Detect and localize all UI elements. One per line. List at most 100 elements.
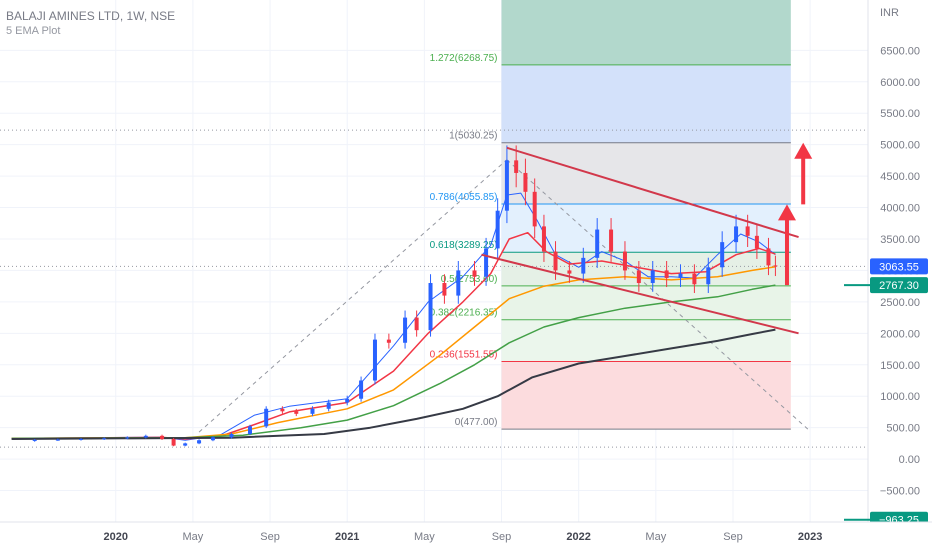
fib-zone <box>501 64 791 143</box>
fib-level-label: 0.5(2753.60) <box>441 274 498 285</box>
dashed-trend-line <box>198 159 508 433</box>
candle-body <box>636 270 641 284</box>
candles <box>32 145 778 447</box>
candle-body <box>766 248 771 266</box>
ema-line <box>11 328 776 440</box>
arrow-head <box>794 142 813 159</box>
candle-body <box>55 439 60 441</box>
candle-body <box>581 257 586 274</box>
price-axis-tick-label: 0.00 <box>899 454 920 466</box>
time-axis-tick-label: 2023 <box>798 531 822 543</box>
symbol-title[interactable]: BALAJI AMINES LTD, 1W, NSE <box>6 9 176 23</box>
candle-body <box>143 435 148 438</box>
indicator-name[interactable]: 5 EMA Plot <box>6 25 61 37</box>
time-axis-tick-label: Sep <box>260 531 280 543</box>
dashed-trend-line <box>506 159 809 430</box>
grid-lines <box>0 0 868 522</box>
ema-line <box>11 284 776 440</box>
candle-body <box>403 317 408 343</box>
candle-body <box>125 437 130 439</box>
price-axis-tick-label: 6500.00 <box>880 45 920 57</box>
candle-body <box>553 251 558 271</box>
price-axis-unit: INR <box>880 7 899 19</box>
price-axis-tick-label: 6000.00 <box>880 77 920 89</box>
fibonacci-retracement: 1.272(6268.75)1(5030.25)0.786(4055.85)0.… <box>430 0 791 430</box>
candle-body <box>706 267 711 285</box>
candle-body <box>428 283 433 331</box>
price-axis-tick-label: 5000.00 <box>880 140 920 152</box>
arrow-head <box>777 204 796 221</box>
candle-body <box>345 398 350 403</box>
time-axis-tick-label: 2020 <box>103 531 127 543</box>
candle-body <box>372 339 377 381</box>
candle-body <box>523 172 528 192</box>
time-axis-tick-label: 2022 <box>566 531 590 543</box>
fib-zone <box>501 142 791 205</box>
candle-body <box>280 408 285 412</box>
price-axis-tick-label: 3500.00 <box>880 234 920 246</box>
candle-body <box>183 443 188 446</box>
channel-trendlines <box>481 146 799 335</box>
time-axis-tick-label: May <box>182 531 203 543</box>
candle-body <box>734 226 739 243</box>
candle-body <box>102 438 107 440</box>
candle-body <box>595 229 600 258</box>
candle-body <box>484 248 489 277</box>
price-axis-tick-label: 1000.00 <box>880 391 920 403</box>
price-axis-tick-label: 4500.00 <box>880 171 920 183</box>
time-axis-tick-label: Sep <box>492 531 512 543</box>
price-label-badge <box>870 277 928 294</box>
trendline <box>506 146 799 239</box>
time-axis: 2020 May Sep 2021 May Sep 2022 May Sep 2023 <box>0 521 932 550</box>
price-axis-tick-label: 2000.00 <box>880 328 920 340</box>
candle-body <box>567 270 572 274</box>
candle-body <box>773 265 778 267</box>
price-axis-tick-label: 1500.00 <box>880 360 920 372</box>
candle-body <box>171 438 176 446</box>
guide-lines <box>0 129 868 448</box>
fib-zone <box>501 361 791 430</box>
candle-body <box>294 411 299 414</box>
candle-body <box>678 273 683 278</box>
candle-body <box>504 160 509 211</box>
candle-body <box>414 317 419 331</box>
candle-body <box>664 270 669 278</box>
price-label-badge <box>870 258 928 275</box>
fib-level-label: 0.382(2216.35) <box>430 308 498 319</box>
time-axis-tick-label: May <box>414 531 435 543</box>
time-axis-tick-label: May <box>645 531 666 543</box>
candle-body <box>720 242 725 268</box>
candle-body <box>754 235 759 249</box>
fib-level-label: 1(5030.25) <box>449 131 497 142</box>
candle-body <box>264 408 269 427</box>
candle-body <box>514 160 519 173</box>
price-axis-tick-label: −500.00 <box>880 486 920 498</box>
fib-level-label: 0.618(3289.25) <box>430 240 498 251</box>
candle-body <box>692 273 697 285</box>
projection-arrows <box>777 142 813 286</box>
candle-body <box>326 402 331 409</box>
candle-body <box>442 283 447 296</box>
candle-body <box>456 270 461 296</box>
time-axis-tick-label: Sep <box>723 531 743 543</box>
price-label-text: 3063.55 <box>879 261 919 273</box>
fib-level-label: 0(477.00) <box>455 417 498 428</box>
price-axis-tick-label: 4000.00 <box>880 203 920 215</box>
candle-body <box>229 433 234 438</box>
price-axis-tick-label: 500.00 <box>886 423 920 435</box>
candle-body <box>210 437 215 441</box>
price-axis-tick-label: 2500.00 <box>880 297 920 309</box>
price-axis-tick-label: 5500.00 <box>880 108 920 120</box>
candle-body <box>32 439 37 441</box>
fib-level-label: 0.236(1551.55) <box>430 350 498 361</box>
fib-zone <box>501 0 791 65</box>
candle-body <box>745 226 750 236</box>
candle-body <box>160 435 165 439</box>
ema-line <box>11 231 776 440</box>
candle-body <box>650 270 655 284</box>
candle-body <box>495 210 500 249</box>
candle-body <box>541 226 546 252</box>
candle-body <box>609 229 614 252</box>
